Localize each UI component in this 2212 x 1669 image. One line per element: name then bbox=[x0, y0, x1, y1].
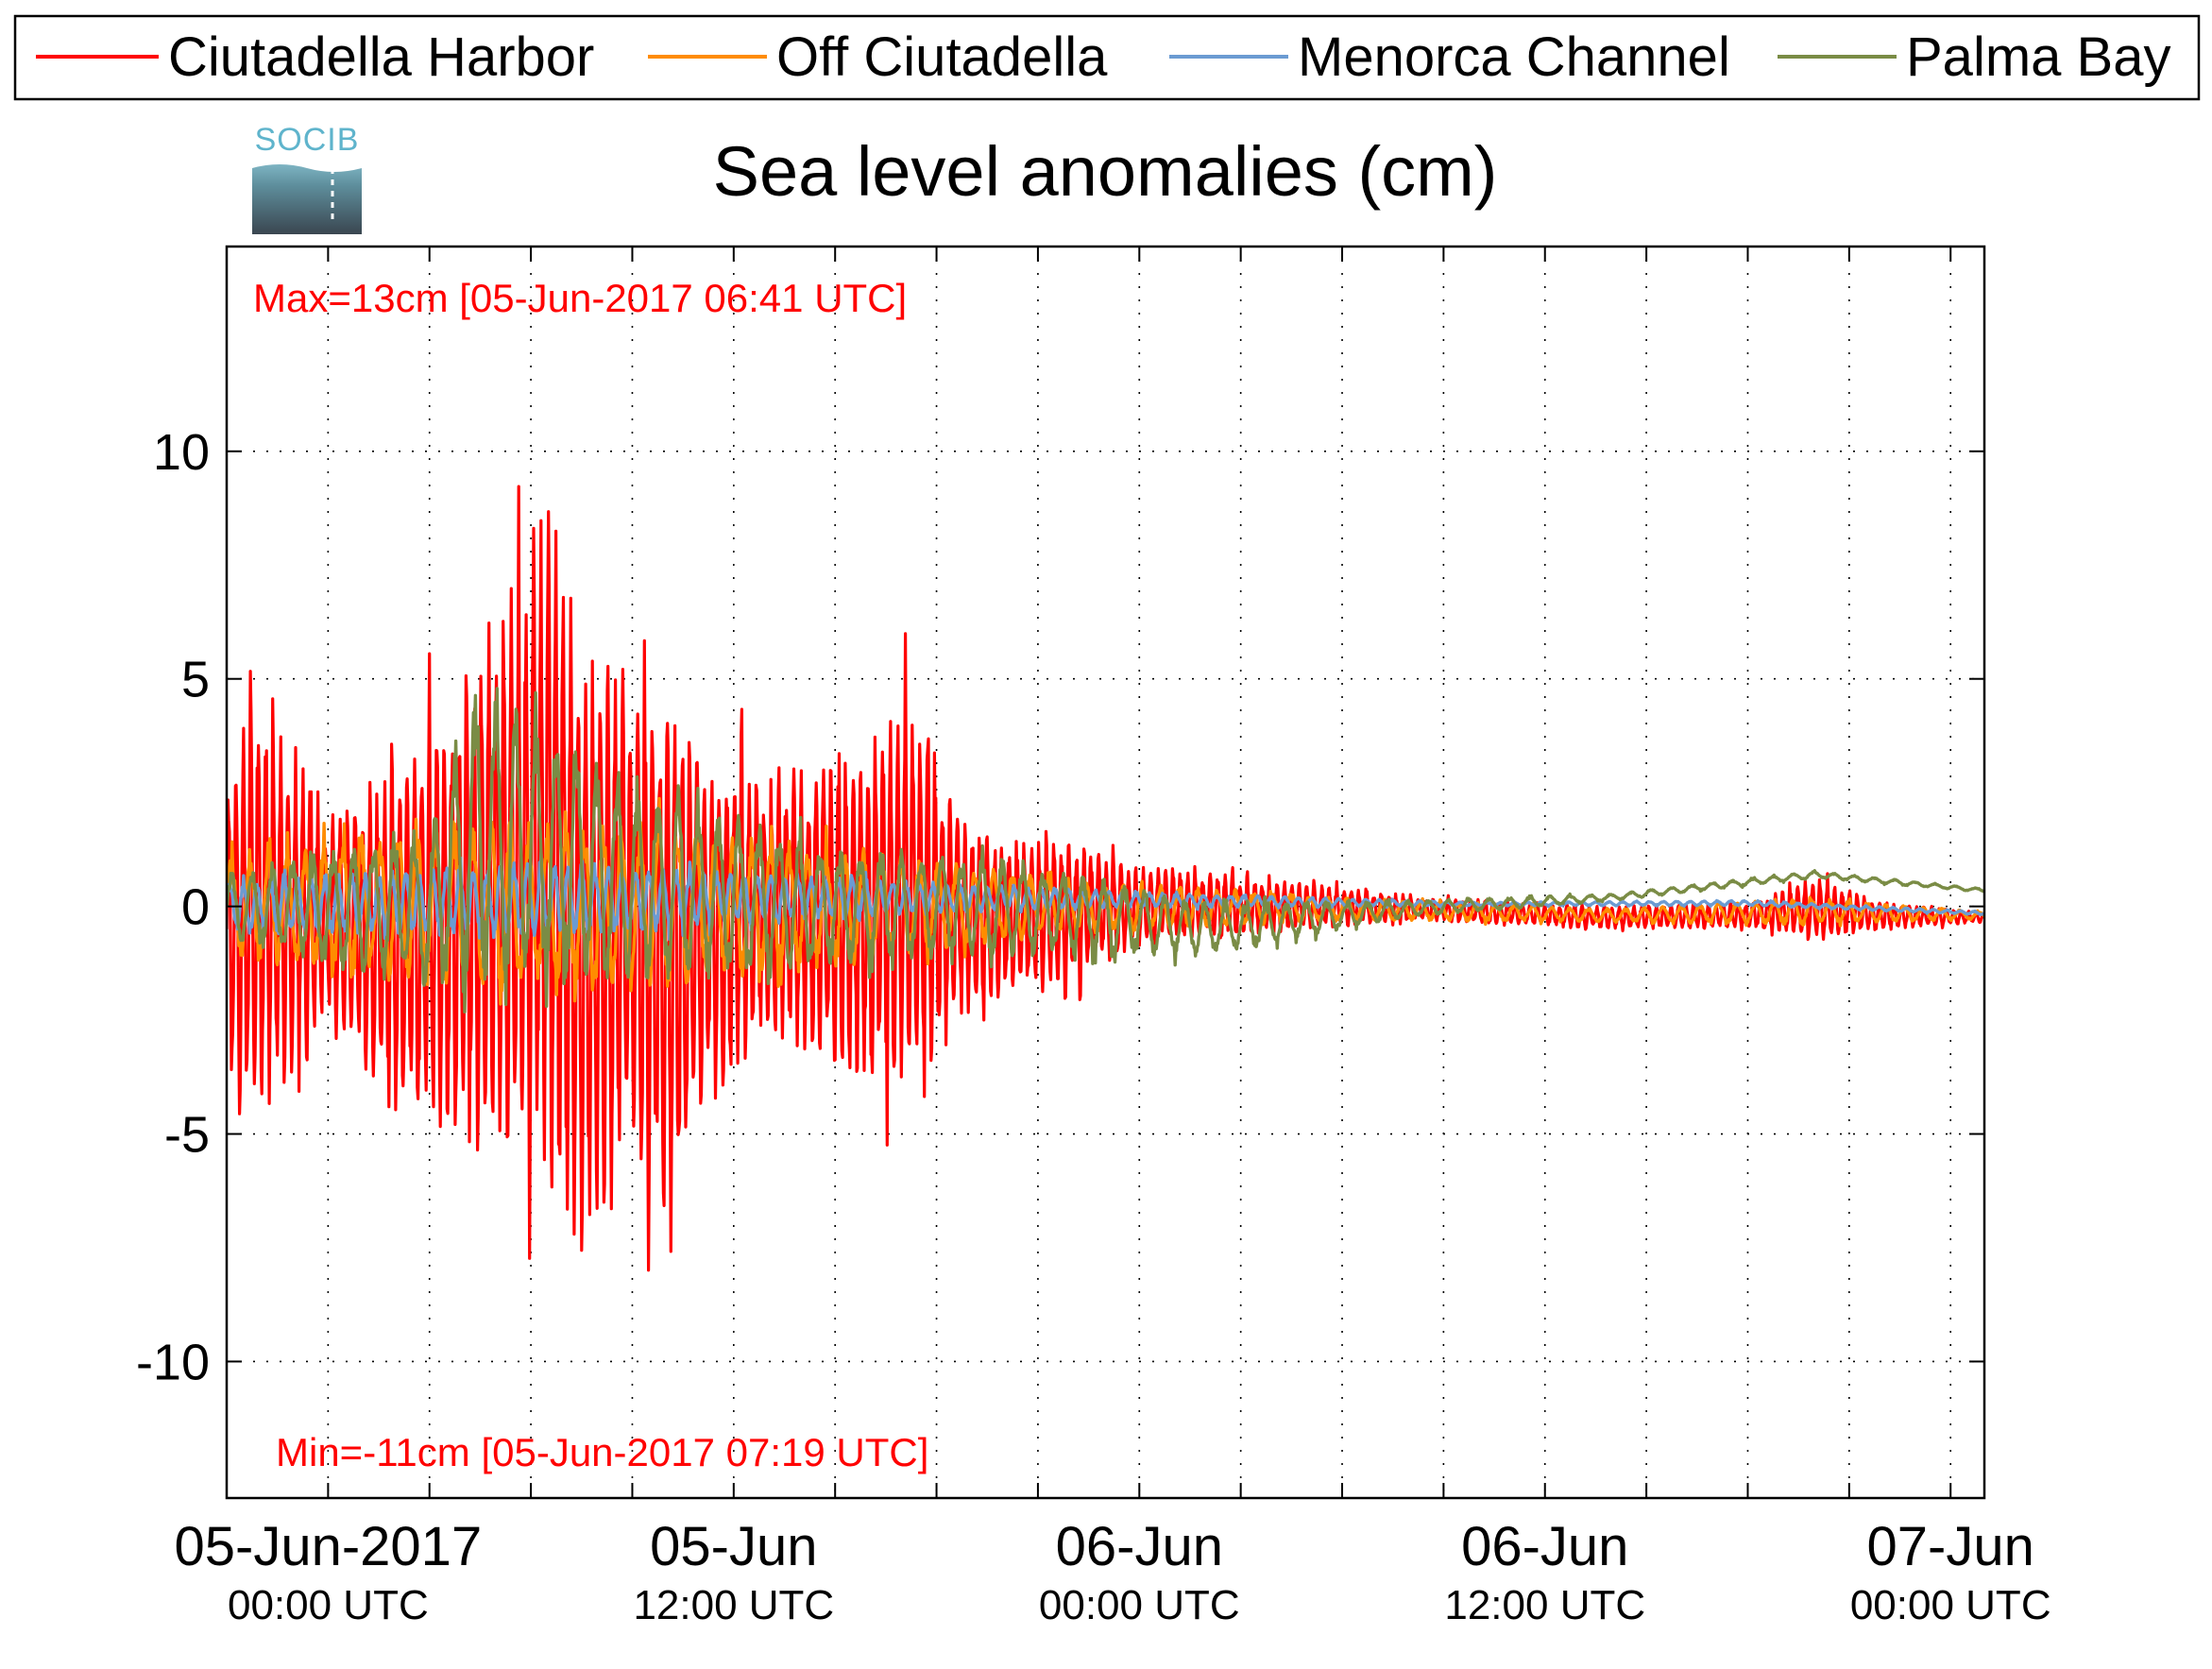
socib-logo: SOCIB bbox=[252, 122, 362, 234]
series-line-palma-bay bbox=[227, 687, 1984, 1013]
legend-label: Palma Bay bbox=[1906, 26, 2170, 88]
socib-logo-text: SOCIB bbox=[255, 122, 360, 158]
x-tick-label: 05-Jun-2017 bbox=[175, 1516, 483, 1577]
legend-label: Off Ciutadella bbox=[776, 26, 1108, 88]
x-tick-label: 06-Jun bbox=[1056, 1516, 1223, 1577]
x-tick-sublabel: 12:00 UTC bbox=[633, 1582, 834, 1628]
x-tick-sublabel: 00:00 UTC bbox=[1039, 1582, 1240, 1628]
y-tick-label: 10 bbox=[153, 424, 210, 481]
min-annotation: Min=-11cm [05-Jun-2017 07:19 UTC] bbox=[276, 1430, 928, 1474]
max-annotation: Max=13cm [05-Jun-2017 06:41 UTC] bbox=[253, 276, 907, 320]
legend: Ciutadella Harbor Off Ciutadella Menorca C… bbox=[13, 14, 2201, 101]
y-tick-label: -5 bbox=[164, 1107, 210, 1164]
x-tick-label: 07-Jun bbox=[1867, 1516, 2034, 1577]
x-tick-sublabel: 00:00 UTC bbox=[1850, 1582, 2051, 1628]
chart-title: Sea level anomalies (cm) bbox=[713, 132, 1498, 211]
x-tick-label: 06-Jun bbox=[1461, 1516, 1628, 1577]
y-tick-label: 0 bbox=[181, 879, 210, 936]
legend-label: Menorca Channel bbox=[1298, 26, 1730, 88]
legend-label: Ciutadella Harbor bbox=[168, 26, 594, 88]
x-tick-sublabel: 00:00 UTC bbox=[228, 1582, 429, 1628]
x-tick-label: 05-Jun bbox=[650, 1516, 817, 1577]
y-tick-label: 5 bbox=[181, 652, 210, 708]
plot-frame bbox=[225, 245, 1986, 1500]
x-tick-sublabel: 12:00 UTC bbox=[1444, 1582, 1645, 1628]
y-tick-label: -10 bbox=[136, 1334, 210, 1390]
